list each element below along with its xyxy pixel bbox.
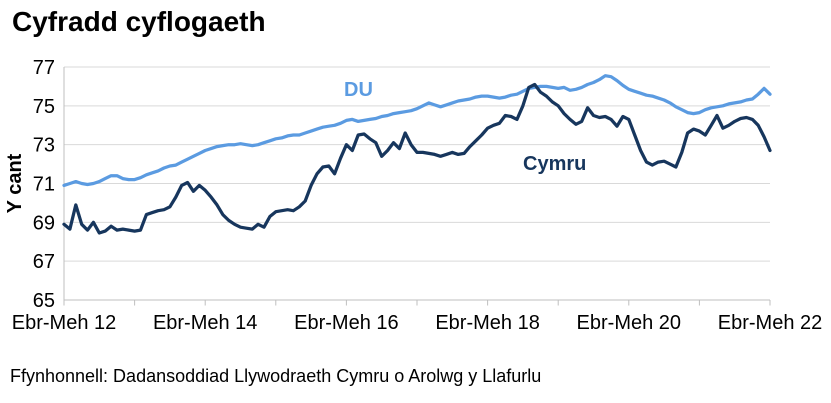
- y-axis-title: Y cant: [4, 153, 26, 213]
- cymru-series-label: Cymru: [523, 153, 586, 175]
- y-tick-label: 77: [33, 57, 55, 79]
- du-line: [62, 74, 772, 188]
- x-tick-label: Ebr-Meh 14: [153, 312, 258, 334]
- y-tick-label: 75: [33, 96, 55, 118]
- y-tick-label: 71: [33, 174, 55, 196]
- x-tick-label: Ebr-Meh 22: [718, 312, 823, 334]
- x-tick-label: Ebr-Meh 16: [294, 312, 399, 334]
- y-tick-label: 67: [33, 251, 55, 273]
- page-title: Cyfradd cyflogaeth: [12, 6, 266, 37]
- y-tick-label: 65: [33, 290, 55, 312]
- y-tick-label: 73: [33, 135, 55, 157]
- y-tick-label: 69: [33, 212, 55, 234]
- x-tick-label: Ebr-Meh 20: [577, 312, 682, 334]
- x-tick-label: Ebr-Meh 12: [12, 312, 117, 334]
- du-series-label: DU: [344, 79, 373, 101]
- source-note: Ffynhonnell: Dadansoddiad Llywodraeth Cy…: [10, 366, 542, 386]
- x-tick-label: Ebr-Meh 18: [435, 312, 540, 334]
- cymru-line: [62, 82, 772, 235]
